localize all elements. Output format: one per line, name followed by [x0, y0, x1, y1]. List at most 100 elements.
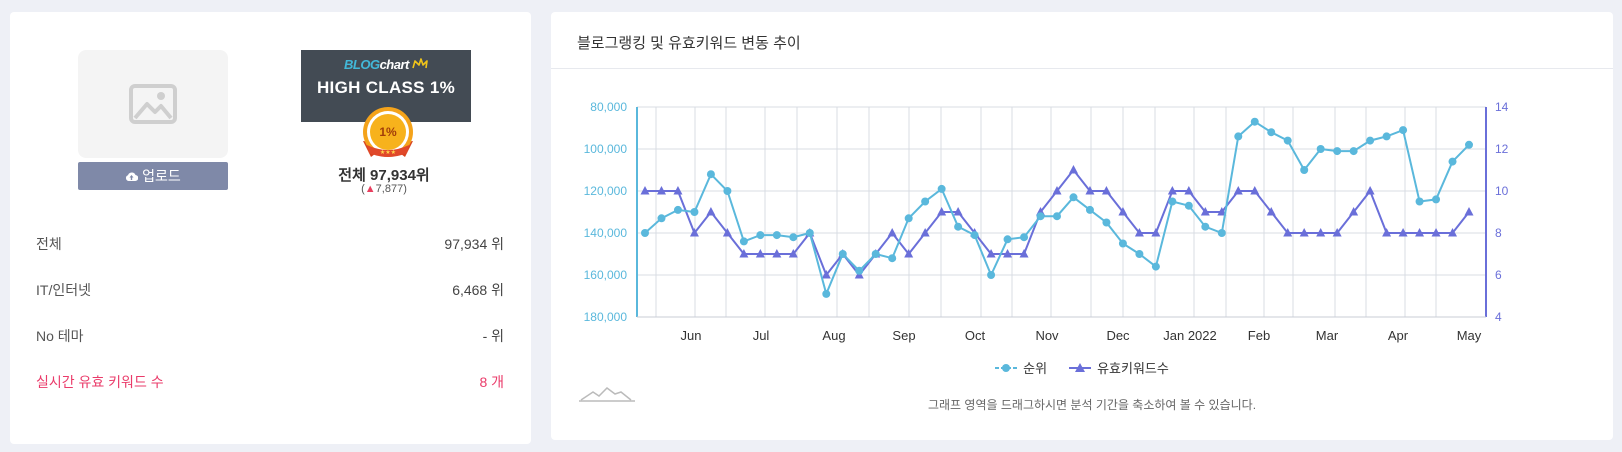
rank-data-point — [1283, 136, 1292, 145]
keyword-data-point — [1448, 228, 1458, 237]
blogchart-logo: BLOGchart — [301, 57, 471, 72]
x-tick-label: Jan 2022 — [1163, 328, 1217, 343]
keyword-data-point — [1068, 165, 1078, 174]
keyword-data-point — [722, 228, 732, 237]
rank-data-point — [970, 231, 979, 240]
rank-data-point — [1201, 222, 1210, 231]
x-tick-label: Sep — [892, 328, 915, 343]
x-tick-label: Jun — [681, 328, 702, 343]
legend-rank-marker-icon — [995, 363, 1018, 372]
cloud-upload-icon — [126, 171, 139, 181]
keyword-data-point — [1184, 186, 1194, 195]
keyword-data-point — [1464, 207, 1474, 216]
rank-data-point — [1415, 197, 1424, 206]
keyword-data-point — [953, 207, 963, 216]
rank-data-point — [987, 271, 996, 279]
y-right-tick-label: 12 — [1495, 142, 1509, 156]
rank-data-point — [772, 231, 781, 240]
trend-chart[interactable]: 80,000 100,000 120,000 140,000 160,000 180,00… — [551, 12, 1613, 352]
rank-data-point — [855, 266, 864, 275]
divider — [551, 68, 1613, 69]
keyword-series-line — [645, 168, 1470, 277]
x-tick-label: May — [1457, 328, 1482, 343]
keyword-data-point — [1316, 228, 1326, 237]
rank-data-point — [1234, 132, 1243, 141]
rank-data-point — [690, 208, 699, 216]
rank-data-point — [1333, 147, 1342, 156]
rank-data-point — [1267, 128, 1276, 137]
keyword-data-point — [1052, 186, 1062, 195]
rank-change: (▲7,877) — [361, 183, 407, 195]
keyword-data-point — [772, 249, 782, 258]
keyword-data-point — [1134, 228, 1144, 237]
keyword-data-point — [706, 207, 716, 216]
x-tick-label: Mar — [1316, 328, 1339, 343]
rank-data-point — [1168, 197, 1177, 206]
rank-data-point — [888, 254, 897, 263]
chart-navigator-icon[interactable] — [579, 384, 635, 404]
keyword-data-point — [1167, 186, 1177, 195]
rank-data-point — [954, 222, 963, 231]
keyword-data-point — [1415, 228, 1425, 237]
chart-title: 블로그랭킹 및 유효키워드 변동 추이 — [577, 35, 801, 52]
rank-data-point — [904, 214, 913, 223]
y-right-tick-label: 10 — [1495, 184, 1509, 198]
keyword-data-point — [821, 270, 831, 279]
stat-row-theme: No 테마 - 위 — [36, 328, 504, 344]
rank-data-point — [871, 250, 880, 258]
legend-keyword-marker-icon — [1069, 362, 1092, 372]
keyword-data-point — [1431, 228, 1441, 237]
keyword-data-point — [1085, 186, 1095, 195]
y-right-tick-label: 6 — [1495, 268, 1502, 282]
keyword-data-point — [904, 249, 914, 258]
profile-image-placeholder — [78, 50, 228, 158]
legend-item-rank[interactable]: 순위 — [995, 358, 1047, 377]
keyword-data-point — [1200, 207, 1210, 216]
svg-text:★★★: ★★★ — [380, 149, 396, 156]
y-left-tick-label: 120,000 — [584, 184, 628, 198]
x-tick-label: Dec — [1106, 328, 1130, 343]
image-icon — [129, 84, 177, 124]
upload-button[interactable]: 업로드 — [78, 162, 228, 190]
rank-data-point — [1382, 132, 1391, 141]
keyword-data-point — [1365, 186, 1375, 195]
rank-data-point — [1135, 250, 1144, 258]
rank-data-point — [1217, 229, 1226, 237]
keyword-data-point — [739, 249, 749, 258]
blog-profile-panel: 업로드 BLOGchart HIGH CLASS 1% 1% ★★★ 전체 97… — [10, 12, 531, 444]
x-tick-label: Aug — [822, 328, 845, 343]
keyword-data-point — [755, 249, 765, 258]
rank-data-point — [1085, 205, 1094, 214]
class-label: HIGH CLASS 1% — [316, 78, 456, 97]
stat-row-total: 전체 97,934 위 — [36, 236, 504, 252]
total-rank: 전체 97,934위 — [338, 167, 430, 184]
rank-data-point — [1118, 239, 1127, 248]
rank-data-point — [1151, 262, 1160, 271]
top-1-percent-medal-icon: 1% ★★★ — [357, 103, 419, 167]
keyword-data-point — [887, 228, 897, 237]
rank-data-point — [723, 187, 732, 195]
x-tick-label: Jul — [753, 328, 770, 343]
rank-data-point — [1465, 140, 1473, 149]
rank-data-point — [1003, 235, 1012, 244]
rank-data-point — [1053, 212, 1061, 221]
rank-data-point — [1069, 193, 1078, 202]
y-left-tick-label: 180,000 — [584, 310, 628, 324]
keyword-data-point — [1266, 207, 1276, 216]
y-left-tick-label: 140,000 — [584, 226, 628, 240]
upload-label: 업로드 — [142, 168, 181, 184]
y-left-tick-label: 100,000 — [584, 142, 628, 156]
keyword-data-point — [656, 186, 666, 195]
rank-data-point — [805, 229, 814, 237]
rank-data-point — [1250, 117, 1259, 126]
rank-series-line — [644, 120, 1470, 297]
keyword-data-point — [689, 228, 699, 237]
keyword-data-point — [986, 249, 996, 258]
keyword-data-point — [1332, 228, 1342, 237]
medal-text: 1% — [379, 125, 397, 139]
legend-item-keywords[interactable]: 유효키워드수 — [1069, 358, 1169, 377]
x-tick-label: Nov — [1035, 328, 1059, 343]
chart-hint-text: 그래프 영역을 드래그하시면 분석 기간을 축소하여 볼 수 있습니다. — [927, 398, 1257, 412]
rank-data-point — [789, 233, 798, 242]
keyword-data-point — [1283, 228, 1293, 237]
